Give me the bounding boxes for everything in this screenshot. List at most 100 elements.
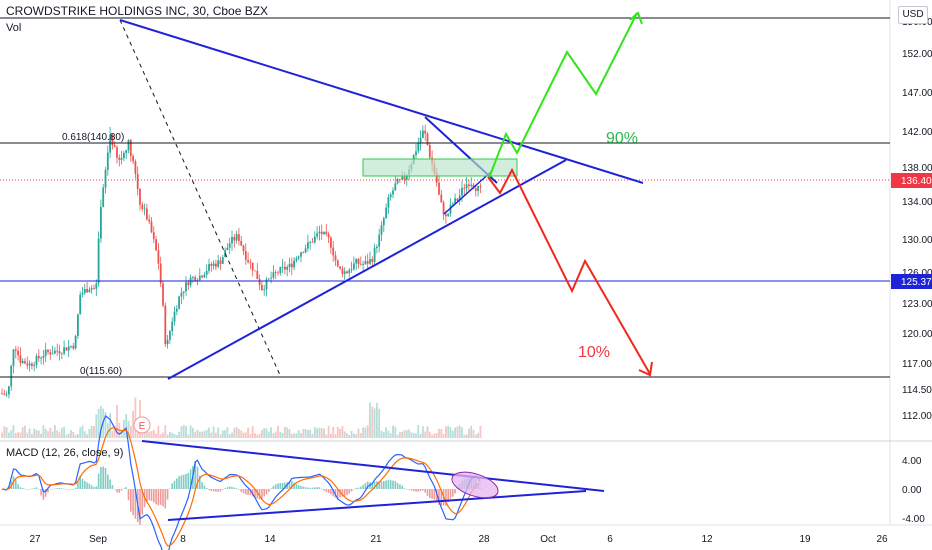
macd-hist-bar: [456, 488, 459, 489]
candle-body: [120, 158, 123, 160]
macd-hist-bar: [396, 482, 399, 489]
volume-bar: [272, 433, 275, 438]
support-price-badge: [891, 274, 932, 289]
volume-bar: [263, 428, 266, 438]
candle-body: [277, 272, 279, 274]
volume-bar: [277, 425, 279, 438]
macd-hist-bar: [399, 484, 401, 489]
bear-projection-path[interactable]: [487, 167, 651, 375]
candle-body: [401, 176, 404, 180]
macd-lower-trendline[interactable]: [167, 490, 587, 521]
macd-hist-bar: [412, 489, 415, 492]
macd-upper-trendline[interactable]: [141, 440, 605, 492]
volume-bar: [357, 428, 360, 438]
volume-bar: [47, 431, 49, 438]
macd-line: [1, 415, 481, 550]
macd-hist-bar: [274, 484, 277, 489]
macd-hist-bar: [291, 480, 293, 489]
candle-body: [58, 351, 61, 354]
upper-trendline[interactable]: [119, 19, 644, 184]
macd-divergence-ellipse[interactable]: [449, 467, 501, 503]
macd-hist-bar: [316, 487, 318, 489]
volume-bar: [21, 427, 24, 438]
candle-body: [320, 231, 323, 235]
macd-hist-bar: [199, 475, 201, 489]
macd-hist-bar: [189, 469, 192, 489]
volume-bar: [240, 430, 243, 438]
volume-bar: [33, 428, 36, 438]
volume-bar: [364, 427, 367, 438]
macd-hist-bar: [164, 489, 167, 509]
candle-body: [3, 393, 6, 395]
macd-hist-bar: [311, 487, 314, 489]
candle-body: [81, 292, 84, 295]
macd-hist-bar: [383, 480, 385, 489]
volume-bar: [166, 434, 169, 438]
volume-bar: [330, 433, 332, 438]
macd-hist-bar: [54, 488, 56, 489]
candle-body: [304, 248, 307, 253]
macd-hist-bar: [327, 489, 330, 494]
price-tick-label: 130.00: [902, 235, 932, 246]
volume-bar: [244, 432, 247, 438]
macd-signal-line: [1, 427, 481, 547]
candle-body: [79, 294, 82, 315]
candle-body: [286, 266, 289, 270]
volume-bar: [83, 431, 86, 438]
dashed-retrace-line[interactable]: [119, 19, 281, 376]
candle-body: [394, 183, 397, 191]
volume-bar: [185, 425, 187, 438]
volume-bar: [454, 427, 456, 438]
earnings-marker-icon[interactable]: [133, 416, 151, 434]
macd-hist-bar: [219, 489, 222, 492]
volume-bar: [325, 434, 328, 438]
macd-hist-bar: [185, 473, 187, 489]
candle-body: [405, 174, 408, 180]
volume-bar: [51, 431, 54, 438]
candle-body: [472, 184, 475, 189]
volume-bar: [67, 433, 70, 438]
candle-body: [297, 256, 300, 259]
macd-hist-bar: [406, 489, 408, 490]
candle-body: [396, 179, 399, 184]
macd-hist-bar: [401, 485, 403, 489]
volume-bar: [97, 408, 100, 438]
bull-projection-path[interactable]: [488, 12, 638, 179]
candle-body: [8, 386, 10, 395]
lower-trendline[interactable]: [167, 159, 567, 380]
candle-body: [100, 206, 102, 239]
candle-body: [70, 345, 72, 347]
volume-bar: [44, 428, 47, 438]
candle-body: [44, 349, 47, 357]
macd-hist-bar: [293, 482, 295, 489]
candle-body: [72, 345, 75, 349]
volume-bar: [286, 427, 289, 438]
volume-bar: [401, 431, 404, 438]
wedge-lower-line[interactable]: [443, 169, 494, 215]
macd-hist-bar: [251, 489, 254, 497]
volume-bar: [392, 425, 394, 438]
candle-body: [111, 134, 114, 146]
macd-hist-bar: [173, 480, 176, 489]
volume-bar: [235, 427, 238, 438]
candle-body: [113, 145, 116, 148]
candle-body: [366, 261, 369, 264]
candle-body: [330, 237, 332, 248]
volume-bar: [148, 431, 151, 438]
volume-bar: [284, 426, 286, 438]
volume-bar: [254, 433, 256, 438]
candle-body: [33, 364, 36, 367]
candle-body: [348, 269, 351, 274]
candle-body: [325, 231, 328, 234]
target-zone-rect[interactable]: [362, 158, 518, 177]
macd-hist-bar: [424, 489, 426, 493]
candle-body: [192, 277, 194, 278]
macd-hist-bar: [389, 480, 392, 489]
candle-body: [148, 219, 151, 222]
candle-body: [449, 204, 452, 214]
currency-button[interactable]: USD: [898, 6, 928, 24]
macd-hist-bar: [44, 489, 47, 497]
volume-bar: [405, 430, 408, 438]
volume-bar: [217, 427, 220, 438]
